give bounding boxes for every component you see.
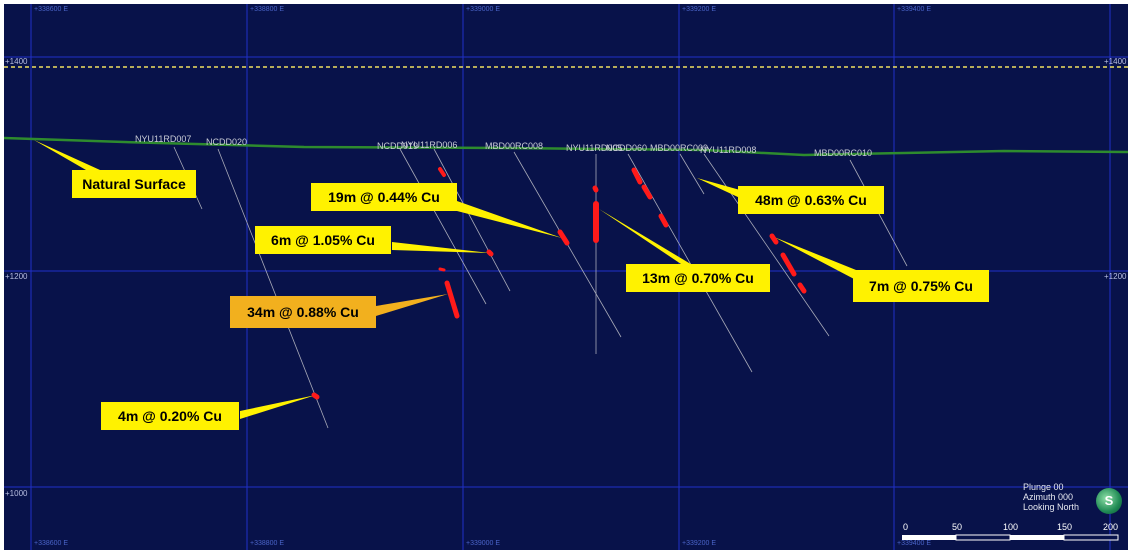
scale-bar [902, 534, 1119, 541]
leader-19m [457, 201, 562, 238]
drillhole-label: NYU11RD007 [135, 134, 192, 144]
rl-label: +1400 [1104, 57, 1127, 66]
scale-bar-label: 0 [903, 522, 909, 532]
intercept-marker [780, 252, 797, 277]
intercept-label-34m: 34m @ 0.88% Cu [230, 296, 376, 328]
callout-leaders [34, 140, 856, 419]
leader-4m [240, 395, 316, 419]
intercept-marker [444, 280, 460, 319]
scale-bar-segment [902, 535, 956, 540]
easting-label: +339200 E [682, 6, 717, 13]
intercept-label-7m: 7m @ 0.75% Cu [853, 270, 989, 302]
intercept-marker [658, 213, 669, 228]
leader-13m [599, 209, 694, 266]
drillhole-trace [433, 148, 511, 292]
drillhole-label: NCDD060 [606, 143, 648, 153]
intercept-marker [311, 392, 320, 400]
drillhole-label: MBD00RC009 [650, 143, 709, 153]
easting-label: +338600 E [34, 540, 69, 547]
leader-7m [774, 237, 856, 280]
easting-label: +338800 E [250, 540, 285, 547]
scale-bar-segment [1010, 535, 1064, 540]
leader-34m [376, 294, 448, 316]
intercept-label-48m: 48m @ 0.63% Cu [738, 186, 884, 214]
intercept-marker [769, 233, 779, 245]
compass-icon[interactable]: S [1096, 488, 1122, 514]
natural-surface-label: Natural Surface [72, 170, 196, 198]
intercept-label-6m: 6m @ 1.05% Cu [255, 226, 391, 254]
drillhole-label: NYU11RD006 [401, 140, 458, 150]
intercepts [311, 167, 807, 400]
drillhole-label: NYU11RD008 [700, 145, 757, 155]
drillhole-label: NYU11RD005 [566, 143, 623, 153]
drillhole-label: NCDD020 [206, 137, 248, 147]
intercept-label-13m: 13m @ 0.70% Cu [626, 264, 770, 292]
intercept-marker [641, 184, 653, 200]
scale-bar-label: 50 [952, 522, 963, 532]
easting-label: +339400 E [897, 540, 932, 547]
cross-section-view: +338600 E +338800 E +339000 E +339200 E … [4, 4, 1128, 550]
drillhole-label: NCDD019 [377, 141, 419, 151]
drillhole-label: MBD00RC010 [814, 148, 873, 158]
easting-label: +338600 E [34, 6, 69, 13]
intercept-marker [486, 249, 494, 257]
intercept-marker [797, 282, 807, 294]
rl-label: +1200 [1104, 272, 1127, 281]
leader-natural-surface [34, 140, 100, 170]
intercept-marker [438, 167, 446, 177]
easting-label: +339000 E [466, 6, 501, 13]
drillhole-trace [399, 148, 487, 305]
drillhole-trace [217, 148, 329, 429]
easting-label: +339200 E [682, 540, 717, 547]
easting-label: +339000 E [466, 540, 501, 547]
intercept-label-19m: 19m @ 0.44% Cu [311, 183, 457, 211]
intercept-label-4m: 4m @ 0.20% Cu [101, 402, 239, 430]
section-canvas [4, 4, 1128, 550]
drillhole-trace [679, 153, 705, 195]
rl-label: +1200 [5, 272, 28, 281]
scale-bar-label: 200 [1103, 522, 1119, 532]
easting-label: +339400 E [897, 6, 932, 13]
intercept-marker [557, 229, 570, 246]
easting-label: +338800 E [250, 6, 285, 13]
scale-bar-segment [955, 534, 1011, 541]
plunge-text: Plunge 00 [1023, 482, 1064, 492]
drillhole-trace [703, 153, 830, 337]
intercept-marker [438, 267, 446, 272]
rl-label: +1000 [5, 489, 28, 498]
scale-bar-label: 100 [1003, 522, 1019, 532]
view-orientation-info: Plunge 00 Azimuth 000 Looking North [1023, 482, 1079, 512]
direction-text: Looking North [1023, 502, 1080, 512]
intercept-marker [631, 167, 643, 185]
rl-label: +1400 [5, 57, 28, 66]
azimuth-text: Azimuth 000 [1023, 492, 1074, 502]
scale-bar-segment [1063, 534, 1119, 541]
leader-48m [697, 178, 740, 198]
scale-bar-label: 150 [1057, 522, 1073, 532]
drillhole-label: MBD00RC008 [485, 141, 544, 151]
intercept-marker [592, 185, 599, 193]
natural-surface-line [4, 136, 1128, 157]
leader-6m [392, 242, 490, 253]
